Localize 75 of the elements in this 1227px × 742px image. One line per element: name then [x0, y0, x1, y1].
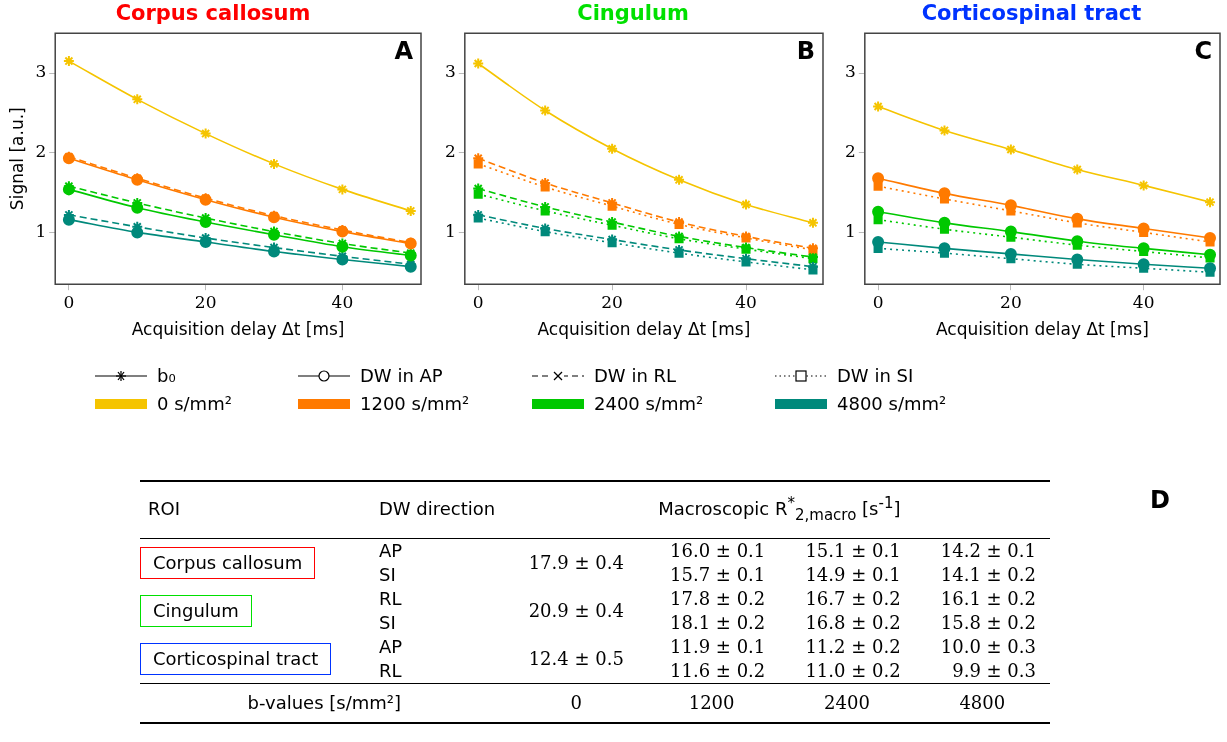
- y-tick-label: 2: [444, 141, 456, 162]
- text: 14.1 ± 0.2: [939, 562, 1037, 587]
- chart-title: Corpus callosum: [115, 1, 311, 26]
- text: 12.4 ± 0.5: [527, 646, 625, 671]
- text: SI: [377, 610, 397, 635]
- annotation: B: [796, 37, 815, 66]
- x-tick-label: 0: [63, 291, 75, 312]
- text: 0 s/mm²: [157, 393, 232, 414]
- text: DW in RL: [594, 365, 677, 386]
- text: Corticospinal tract: [140, 642, 332, 675]
- annotation: C: [1194, 37, 1212, 66]
- annotation: A: [394, 37, 414, 66]
- y-tick-label: 3: [844, 61, 856, 82]
- text: 15.7 ± 0.1: [669, 562, 767, 587]
- text: 17.9 ± 0.4: [527, 550, 625, 575]
- text: 14.2 ± 0.1: [939, 538, 1037, 563]
- text: Corpus callosum: [140, 546, 316, 579]
- x-tick-label: 40: [1132, 291, 1155, 312]
- text: 11.2 ± 0.2: [804, 634, 902, 659]
- text: DW in SI: [837, 365, 914, 386]
- text: 16.1 ± 0.2: [939, 586, 1037, 611]
- text: 18.1 ± 0.2: [669, 610, 767, 635]
- text: Cingulum: [140, 594, 252, 627]
- text: AP: [377, 634, 404, 659]
- y-tick-label: 3: [444, 61, 456, 82]
- text: 2400 s/mm²: [594, 393, 704, 414]
- text: b₀: [157, 365, 176, 386]
- x-tick-label: 40: [331, 291, 354, 312]
- text: 20.9 ± 0.4: [527, 598, 625, 623]
- text: DW in AP: [360, 365, 443, 386]
- text: 4800: [958, 690, 1007, 715]
- y-axis-title: Signal [a.u.]: [6, 107, 27, 211]
- text: 1200: [687, 690, 736, 715]
- text: 11.9 ± 0.1: [669, 634, 767, 659]
- y-tick-label: 1: [444, 220, 456, 241]
- text: 10.0 ± 0.3: [939, 634, 1037, 659]
- text: 0: [569, 690, 583, 715]
- x-tick-label: 20: [601, 291, 623, 312]
- text: 2400: [823, 690, 871, 715]
- x-tick-label: 40: [735, 291, 757, 312]
- text: DW direction: [377, 496, 497, 521]
- x-tick-label: 0: [872, 291, 884, 312]
- text: ROI: [147, 496, 181, 521]
- x-tick-label: 20: [1000, 291, 1022, 312]
- y-tick-label: 3: [35, 61, 47, 82]
- text: 4800 s/mm²: [837, 393, 947, 414]
- text: D: [1150, 486, 1170, 514]
- text: 16.8 ± 0.2: [804, 610, 902, 635]
- y-tick-label: 2: [35, 141, 47, 162]
- text: Macroscopic R$^{*}$$_{2,macro}$ [s$^{-1}$]: [657, 493, 902, 526]
- chart-title: Corticospinal tract: [921, 1, 1142, 26]
- text: SI: [377, 562, 397, 587]
- text: 9.9 ± 0.3: [951, 658, 1037, 683]
- text: RL: [377, 658, 403, 683]
- text: 16.0 ± 0.1: [669, 538, 767, 563]
- x-axis-title: Acquisition delay Δt [ms]: [537, 319, 751, 340]
- text: 15.8 ± 0.2: [939, 610, 1037, 635]
- text: 17.8 ± 0.2: [669, 586, 767, 611]
- y-tick-label: 2: [844, 141, 856, 162]
- x-tick-label: 0: [472, 291, 484, 312]
- chart-title: Cingulum: [577, 1, 689, 26]
- y-tick-label: 1: [35, 220, 47, 241]
- text: RL: [377, 586, 403, 611]
- text: b-values [s/mm²]: [246, 690, 403, 715]
- text: AP: [377, 538, 404, 563]
- x-axis-title: Acquisition delay Δt [ms]: [936, 319, 1149, 340]
- x-axis-title: Acquisition delay Δt [ms]: [131, 319, 345, 340]
- text: 14.9 ± 0.1: [804, 562, 902, 587]
- text: 11.6 ± 0.2: [669, 658, 767, 683]
- x-tick-label: 20: [194, 291, 217, 312]
- text: 1200 s/mm²: [360, 393, 470, 414]
- text: 16.7 ± 0.2: [804, 586, 902, 611]
- y-tick-label: 1: [844, 220, 856, 241]
- text: 11.0 ± 0.2: [804, 658, 902, 683]
- text: 15.1 ± 0.1: [804, 538, 902, 563]
